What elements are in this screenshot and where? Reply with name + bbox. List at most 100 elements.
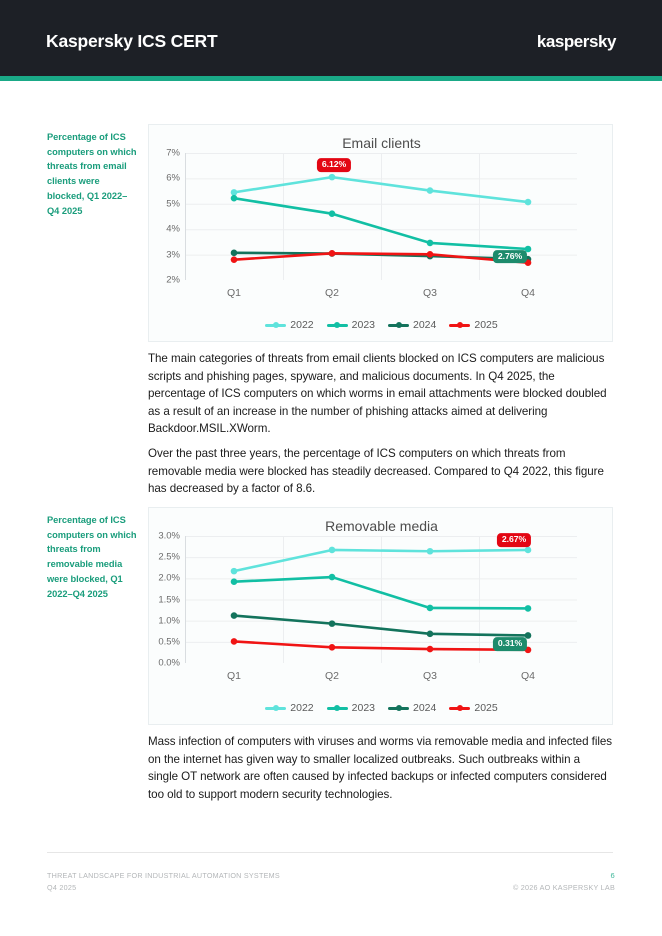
series-line-2022: [232, 548, 530, 573]
kaspersky-logo: kaspersky: [536, 32, 617, 51]
data-point-2023-Q1: [230, 578, 238, 586]
chart-caption-email-clients: Percentage of ICS computers on which thr…: [47, 132, 137, 216]
legend-item-2025[interactable]: 2025: [449, 702, 498, 714]
page-number: 6: [610, 871, 615, 880]
chart-card-email-clients: Email clients 7% 6% 5% 4% 3% 2% Q1 Q2 Q3 Q4 6.12% 2…: [148, 124, 613, 342]
legend-item-2023[interactable]: 2023: [326, 702, 375, 714]
data-point-2025-Q2: [328, 250, 336, 257]
y-axis-tick: 1.0%: [158, 615, 180, 627]
legend-item-2022[interactable]: 2022: [265, 702, 314, 714]
data-point-2022-Q4: [524, 546, 532, 554]
y-axis-tick: 2%: [166, 274, 180, 286]
x-axis-tick: Q2: [324, 287, 340, 299]
x-axis-tick: Q4: [520, 670, 536, 682]
legend-label: 2023: [351, 702, 375, 714]
page-header: [0, 0, 662, 76]
data-point-2023-Q3: [426, 239, 434, 247]
x-axis-tick: Q1: [226, 287, 242, 299]
y-axis-tick: 2.5%: [158, 551, 180, 563]
data-point-2022-Q2: [328, 546, 336, 554]
series-line-2025: [232, 640, 530, 652]
data-point-2024-Q1: [230, 249, 238, 257]
chart-caption-removable-media: Percentage of ICS computers on which thr…: [47, 515, 137, 599]
data-point-2025-Q1: [230, 638, 238, 645]
footer-document-title: Threat Landscape for Industrial Automati…: [47, 870, 280, 893]
data-callout-2025-Q4: 0.31%: [492, 637, 528, 651]
legend-item-2024[interactable]: 2024: [388, 702, 436, 714]
footer-divider: [47, 852, 613, 853]
x-axis-tick: Q4: [520, 287, 536, 299]
data-point-2023-Q4: [524, 245, 532, 253]
data-point-2024-Q1: [230, 612, 238, 619]
data-point-2023-Q2: [328, 573, 336, 581]
data-point-2023-Q4: [524, 605, 532, 612]
data-point-2022-Q1: [230, 567, 238, 575]
series-line-2023: [232, 575, 530, 610]
y-axis-tick: 7%: [166, 147, 180, 159]
y-axis-tick: 5%: [166, 198, 180, 210]
data-point-2024-Q4: [524, 632, 532, 639]
data-point-2022-Q4: [524, 198, 532, 206]
x-axis-tick: Q3: [422, 670, 438, 682]
legend-label: 2024: [413, 702, 437, 714]
data-callout-2022-Q2: 6.12%: [316, 158, 352, 172]
y-axis-tick: 0.5%: [158, 636, 180, 648]
header-accent-bar: [0, 76, 662, 81]
chart-title-removable-media: Removable media: [325, 518, 438, 534]
legend-swatch-icon: [265, 320, 287, 330]
legend-swatch-icon: [326, 320, 348, 330]
data-point-2025-Q3: [426, 251, 434, 258]
legend-label: 2025: [474, 319, 498, 331]
chart-plot-email-clients: 7% 6% 5% 4% 3% 2% Q1 Q2 Q3 Q4 6.12% 2.76%: [166, 148, 577, 299]
y-axis-tick: 0.0%: [158, 657, 180, 669]
series-line-2024: [232, 614, 530, 637]
data-point-2022-Q3: [426, 547, 434, 555]
chart-legend-email-clients: 2022 2023 2024 2025: [149, 319, 614, 331]
data-point-2022-Q2: [328, 173, 336, 181]
data-point-2024-Q2: [328, 620, 336, 627]
data-point-2023-Q3: [426, 604, 434, 612]
data-point-2023-Q2: [328, 210, 336, 218]
copyright-notice: © 2026 AO Kaspersky Lab: [512, 882, 615, 892]
footer-title-line: Threat Landscape for Industrial Automati…: [47, 871, 280, 880]
y-axis-tick: 1.5%: [158, 594, 180, 605]
chart-title-email-clients: Email clients: [342, 135, 421, 151]
data-callout-2025-Q4: 2.76%: [492, 249, 528, 264]
legend-swatch-icon: [388, 320, 409, 330]
data-point-2022-Q3: [426, 187, 434, 194]
y-axis-tick: 6%: [166, 172, 180, 184]
data-point-2025-Q2: [328, 644, 336, 651]
data-callout-2022-Q4: 2.67%: [496, 533, 532, 547]
data-point-2024-Q3: [426, 630, 434, 638]
series-line-2023: [232, 196, 530, 251]
data-point-2025-Q1: [230, 256, 238, 263]
chart-svg: [185, 536, 577, 663]
legend-label: 2022: [290, 702, 314, 714]
legend-item-2025[interactable]: 2025: [449, 319, 498, 331]
page-title: Kaspersky ICS CERT: [46, 31, 218, 51]
legend-swatch-icon: [265, 703, 287, 713]
legend-label: 2024: [413, 319, 437, 331]
footer-period-line: Q4 2025: [47, 882, 77, 892]
y-axis-tick: 3.0%: [158, 530, 180, 542]
legend-item-2022[interactable]: 2022: [265, 319, 314, 331]
legend-swatch-icon: [449, 703, 471, 713]
legend-label: 2025: [474, 702, 498, 714]
x-axis-tick: Q1: [226, 670, 242, 682]
x-axis-tick: Q2: [324, 670, 340, 682]
legend-item-2024[interactable]: 2024: [388, 319, 436, 331]
chart-plot-removable-media: 3.0% 2.5% 2.0% 1.5% 1.0% 0.5% 0.0% Q1 Q2 Q3 Q4 2.67…: [158, 531, 577, 682]
paragraph-mass-infection: Mass infection of computers with viruses…: [148, 735, 613, 801]
legend-label: 2022: [290, 319, 314, 331]
series-line-2025: [232, 252, 530, 265]
y-axis-tick: 3%: [166, 249, 180, 261]
legend-item-2023[interactable]: 2023: [326, 319, 375, 331]
chart-card-removable-media: Removable media 3.0% 2.5% 2.0% 1.5% 1.0% 0.5%…: [148, 507, 613, 725]
chart-legend-removable-media: 2022 2023 2024 2025: [149, 702, 614, 714]
footer-meta: 6 © 2026 AO Kaspersky Lab: [513, 870, 615, 893]
data-point-2025-Q3: [426, 645, 434, 653]
series-line-2022: [232, 175, 530, 204]
legend-swatch-icon: [449, 320, 471, 330]
legend-swatch-icon: [326, 703, 348, 713]
